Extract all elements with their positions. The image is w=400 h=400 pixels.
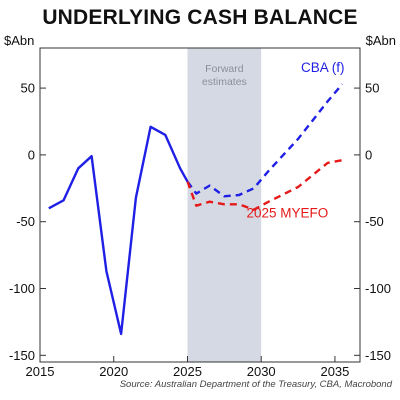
plot-frame [39, 47, 361, 363]
series-label-2: 2025 MYEFO [246, 206, 328, 221]
left-axis-unit: $Abn [4, 33, 35, 48]
y-tick-label-right: -100 [365, 281, 391, 296]
y-tick-label-left: 50 [21, 81, 35, 96]
source-note: Source: Australian Department of the Tre… [119, 379, 392, 390]
x-tick-label: 2035 [320, 364, 349, 379]
y-tick-label-right: 50 [365, 81, 379, 96]
series-line-1 [186, 83, 344, 198]
y-tick-label-right: -50 [365, 214, 384, 229]
chart-title: UNDERLYING CASH BALANCE [42, 6, 358, 29]
y-tick-label-left: -50 [16, 214, 35, 229]
x-tick-label: 2025 [173, 364, 202, 379]
forward-estimates-label: Forward estimates [202, 63, 247, 88]
x-tick-label: 2015 [26, 364, 55, 379]
series-line-2 [186, 159, 343, 211]
right-axis-unit: $Abn [365, 33, 396, 48]
y-tick-label-right: 0 [365, 147, 372, 162]
series-label-1: CBA (f) [301, 60, 345, 75]
y-tick-label-right: -150 [365, 348, 391, 363]
y-tick-label-left: -150 [9, 348, 35, 363]
x-tick-label: 2030 [247, 364, 276, 379]
y-tick-label-left: 0 [28, 147, 35, 162]
series-line-0 [48, 125, 189, 336]
x-tick-label: 2020 [99, 364, 128, 379]
y-tick-label-left: -100 [9, 281, 35, 296]
